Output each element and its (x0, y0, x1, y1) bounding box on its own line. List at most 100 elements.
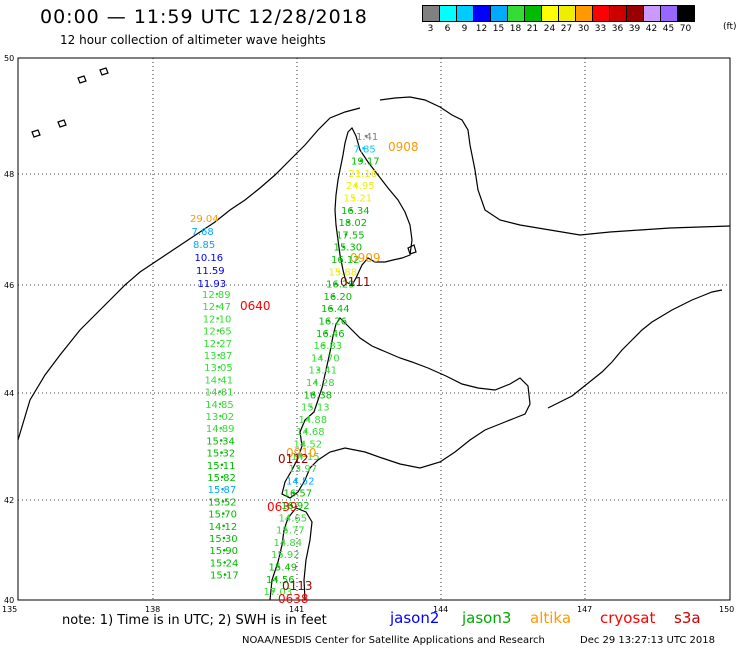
track-point (304, 429, 308, 433)
axis-labels: 50 48 46 44 42 40 135 138 141 144 147 15… (2, 54, 734, 614)
track-point (217, 365, 221, 369)
track-point (319, 356, 323, 359)
lon-label: 144 (433, 605, 448, 614)
legend-label: 27 (560, 24, 573, 34)
lat-label: 50 (4, 54, 14, 63)
lat-label: 40 (4, 596, 14, 605)
lon-label: 150 (719, 605, 734, 614)
pass-time-label: 0113 (282, 579, 313, 593)
wave-height-label: 15.11 (207, 461, 236, 472)
pass-time-label: 0908 (388, 140, 419, 154)
wave-height-label: 11.93 (198, 279, 227, 290)
lon-label: 138 (145, 605, 160, 614)
track-point (357, 171, 360, 175)
wave-height-label: 15.13 (301, 403, 330, 414)
legend-entry: 9 (456, 5, 474, 34)
wave-height-label: 16.29 (326, 280, 355, 291)
track-point (312, 393, 315, 396)
legend-label: 42 (645, 24, 658, 34)
legend-swatch (677, 5, 695, 22)
track-point (317, 368, 320, 372)
legend-label: 45 (662, 24, 675, 34)
track-point (222, 512, 225, 515)
track-point (215, 292, 219, 296)
wave-height-label: 29.04 (190, 214, 219, 225)
track-point (364, 134, 368, 138)
wave-height-label: 21.16 (349, 169, 378, 180)
track-point (272, 589, 275, 593)
legend-label: 39 (628, 24, 641, 34)
lat-label: 44 (4, 389, 14, 398)
wave-height-label: 14.65 (279, 513, 308, 524)
wave-height-label: 14.89 (206, 424, 235, 435)
wave-height-label: 15.17 (210, 571, 239, 582)
wave-height-label: 13.87 (204, 351, 233, 362)
track-point (347, 220, 350, 224)
track-point (279, 552, 283, 556)
legend-label: 36 (611, 24, 624, 34)
track-point (322, 343, 325, 347)
legend-label: 70 (679, 24, 692, 34)
wave-height-label: 10.16 (195, 253, 224, 264)
wave-height-label: 16.20 (324, 292, 353, 303)
track-point (289, 503, 293, 507)
track-point (223, 561, 226, 564)
track-point (218, 378, 221, 381)
wave-height-label: 12.89 (202, 290, 231, 301)
wave-height-label: 12.27 (203, 339, 232, 350)
wave-height-label: 16.46 (316, 329, 345, 340)
track-point (359, 159, 363, 162)
wave-height-label: 16.38 (304, 390, 333, 401)
wave-height-label: 14.81 (205, 388, 234, 399)
track-point (277, 565, 280, 568)
track-point (287, 516, 290, 519)
track-point (218, 390, 222, 393)
lat-label: 48 (4, 170, 14, 179)
wave-height-label: 12.47 (202, 302, 231, 313)
wave-height-label: 15.92 (271, 550, 300, 561)
track-point (222, 524, 225, 528)
color-legend: 3 6 9 12 15 18 21 24 27 30 33 36 39 42 45 70 (422, 5, 695, 34)
wave-height-label: 15.21 (344, 194, 373, 205)
track-point (344, 233, 348, 236)
graticule (18, 58, 730, 600)
legend-label: 30 (577, 24, 590, 34)
wave-height-label: 13.41 (309, 366, 338, 377)
pass-time-label: 0910 (286, 446, 317, 460)
satellite-tracks: 29.047.688.8510.1611.5911.9312.8912.4712… (190, 132, 419, 606)
track-point (327, 319, 330, 322)
track-point (219, 414, 222, 418)
legend-entry: 70 (677, 5, 695, 34)
track-point (219, 426, 223, 430)
wave-height-label: 12.10 (203, 314, 232, 325)
wave-height-label: 14.41 (204, 375, 233, 386)
satellite-name: jason2 (390, 609, 440, 627)
wave-height-label: 15.90 (209, 546, 238, 557)
track-point (220, 475, 224, 479)
track-point (362, 147, 365, 150)
lat-label: 46 (4, 281, 14, 290)
legend-label: 6 (444, 24, 451, 34)
track-point (297, 466, 300, 470)
wave-height-label: 8.85 (193, 240, 215, 251)
note-text: note: 1) Time is in UTC; 2) SWH is in fe… (62, 613, 327, 628)
wave-height-label: 15.70 (208, 510, 237, 521)
wave-height-label: 15.82 (207, 473, 236, 484)
lon-label: 135 (2, 605, 17, 614)
lon-label: 147 (577, 605, 592, 614)
wave-height-label: 16.83 (314, 341, 343, 352)
wave-height-label: 16.92 (281, 501, 310, 512)
footer-credit: NOAA/NESDIS Center for Satellite Applica… (242, 635, 545, 646)
wave-height-label: 14.12 (209, 522, 238, 533)
wave-height-label: 15.24 (210, 558, 239, 569)
legend-entry: 18 (507, 5, 525, 34)
legend-entry: 42 (643, 5, 661, 34)
track-point (349, 208, 353, 212)
legend-label: 21 (526, 24, 539, 34)
pass-time-label: 0909 (350, 251, 381, 265)
wave-height-label: 11.59 (196, 266, 225, 277)
track-point (352, 196, 355, 199)
map-frame (17, 57, 731, 601)
pass-time-label: 0112 (278, 452, 309, 466)
wave-height-label: 14.85 (205, 400, 234, 411)
